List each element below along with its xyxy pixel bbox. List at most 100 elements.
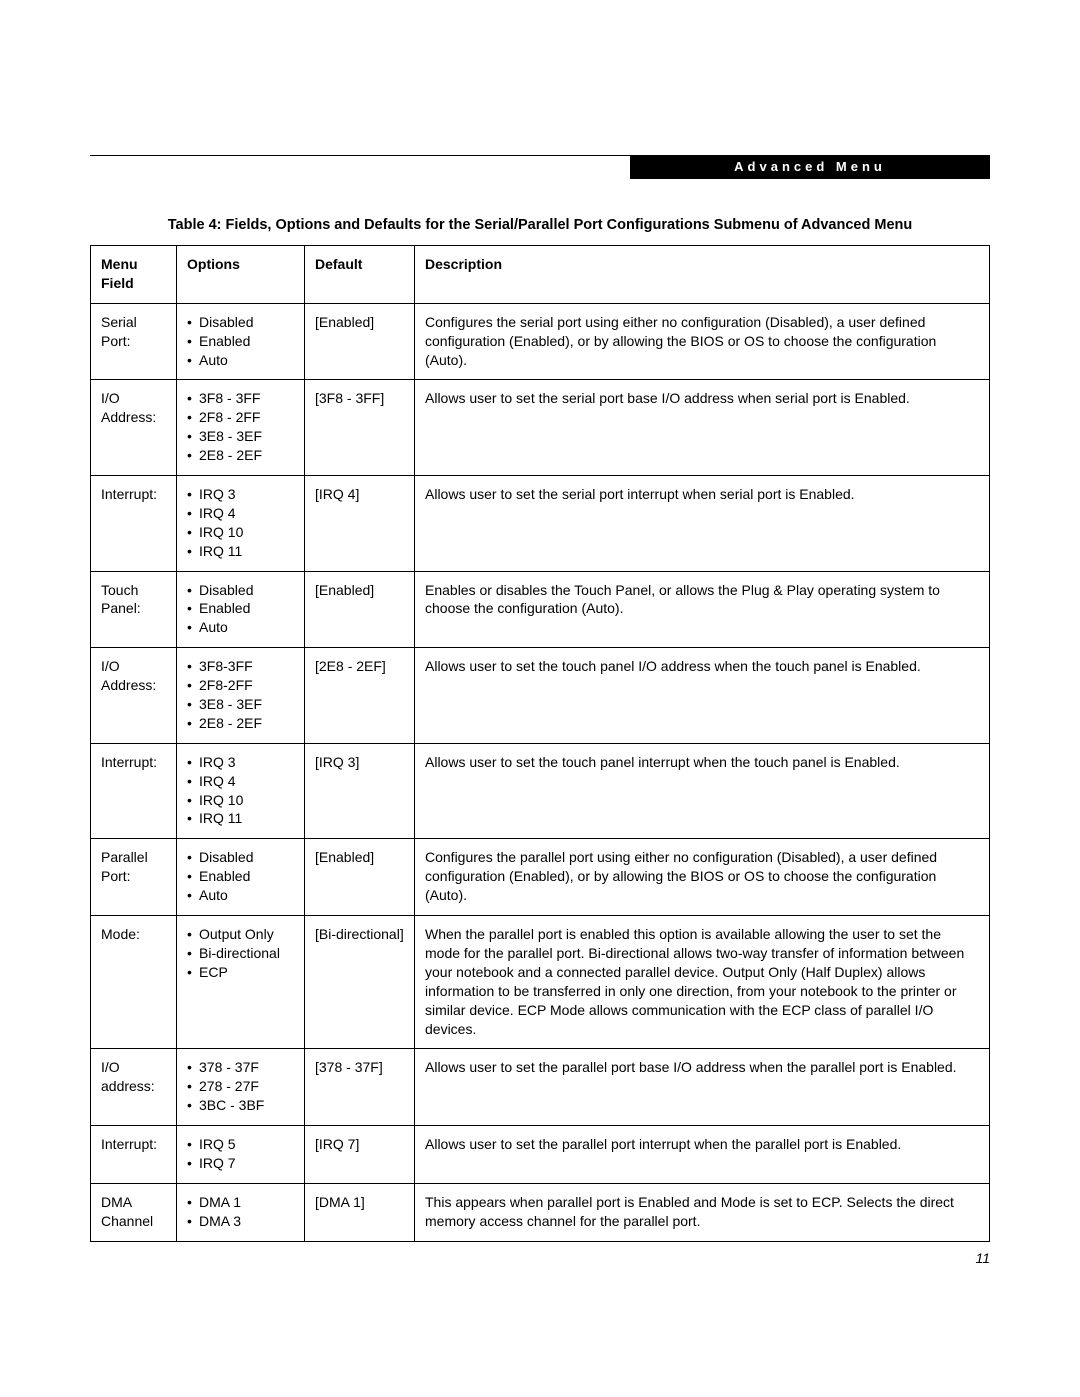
options-list: IRQ 3IRQ 4IRQ 10IRQ 11 <box>187 485 294 561</box>
option-item: IRQ 3 <box>187 753 294 772</box>
table-row: Touch Panel:DisabledEnabledAuto[Enabled]… <box>91 571 990 648</box>
cell-options: 3F8-3FF2F8-2FF3E8 - 3EF2E8 - 2EF <box>177 648 305 744</box>
option-item: Enabled <box>187 599 294 618</box>
option-item: DMA 3 <box>187 1212 294 1231</box>
col-options: Options <box>177 246 305 304</box>
option-item: 3E8 - 3EF <box>187 427 294 446</box>
option-item: 3F8-3FF <box>187 657 294 676</box>
options-list: 378 - 37F278 - 27F3BC - 3BF <box>187 1058 294 1115</box>
option-item: IRQ 10 <box>187 791 294 810</box>
table-row: Mode:Output OnlyBi-directionalECP[Bi-dir… <box>91 916 990 1049</box>
option-item: Disabled <box>187 581 294 600</box>
options-list: IRQ 5IRQ 7 <box>187 1135 294 1173</box>
options-list: DMA 1DMA 3 <box>187 1193 294 1231</box>
cell-menu-field: Interrupt: <box>91 476 177 572</box>
option-item: Bi-directional <box>187 944 294 963</box>
cell-options: DisabledEnabledAuto <box>177 303 305 380</box>
option-item: 3E8 - 3EF <box>187 695 294 714</box>
cell-options: DisabledEnabledAuto <box>177 839 305 916</box>
option-item: Enabled <box>187 332 294 351</box>
options-list: Output OnlyBi-directionalECP <box>187 925 294 982</box>
cell-description: When the parallel port is enabled this o… <box>415 916 990 1049</box>
option-item: 278 - 27F <box>187 1077 294 1096</box>
cell-description: Allows user to set the parallel port int… <box>415 1126 990 1184</box>
cell-default: [Enabled] <box>305 839 415 916</box>
options-list: 3F8-3FF2F8-2FF3E8 - 3EF2E8 - 2EF <box>187 657 294 733</box>
table-row: Interrupt:IRQ 5IRQ 7[IRQ 7]Allows user t… <box>91 1126 990 1184</box>
cell-description: Configures the parallel port using eithe… <box>415 839 990 916</box>
cell-menu-field: I/O address: <box>91 1049 177 1126</box>
table-row: I/O Address:3F8-3FF2F8-2FF3E8 - 3EF2E8 -… <box>91 648 990 744</box>
cell-menu-field: I/O Address: <box>91 380 177 476</box>
table-row: I/O Address:3F8 - 3FF2F8 - 2FF3E8 - 3EF2… <box>91 380 990 476</box>
option-item: 2F8-2FF <box>187 676 294 695</box>
cell-options: 378 - 37F278 - 27F3BC - 3BF <box>177 1049 305 1126</box>
table-row: Parallel Port:DisabledEnabledAuto[Enable… <box>91 839 990 916</box>
option-item: IRQ 4 <box>187 772 294 791</box>
table-row: Interrupt:IRQ 3IRQ 4IRQ 10IRQ 11[IRQ 3]A… <box>91 743 990 839</box>
option-item: Auto <box>187 618 294 637</box>
options-list: IRQ 3IRQ 4IRQ 10IRQ 11 <box>187 753 294 829</box>
page-number: 11 <box>90 1250 990 1266</box>
table-row: DMA Channel DMA 1DMA 3 [DMA 1]This appears… <box>91 1183 990 1241</box>
section-banner: Advanced Menu <box>630 155 990 179</box>
cell-default: [Enabled] <box>305 571 415 648</box>
options-list: DisabledEnabledAuto <box>187 581 294 638</box>
cell-default: [3F8 - 3FF] <box>305 380 415 476</box>
option-item: Disabled <box>187 313 294 332</box>
option-item: IRQ 5 <box>187 1135 294 1154</box>
config-table: Menu Field Options Default Description S… <box>90 245 990 1242</box>
cell-default: [Bi-directional] <box>305 916 415 1049</box>
cell-description: Enables or disables the Touch Panel, or … <box>415 571 990 648</box>
cell-default: [IRQ 4] <box>305 476 415 572</box>
option-item: IRQ 3 <box>187 485 294 504</box>
option-item: IRQ 11 <box>187 542 294 561</box>
cell-menu-field: Interrupt: <box>91 743 177 839</box>
option-item: Auto <box>187 351 294 370</box>
table-row: I/O address:378 - 37F278 - 27F3BC - 3BF[… <box>91 1049 990 1126</box>
cell-description: Allows user to set the parallel port bas… <box>415 1049 990 1126</box>
cell-menu-field: Serial Port: <box>91 303 177 380</box>
option-item: IRQ 4 <box>187 504 294 523</box>
cell-options: DisabledEnabledAuto <box>177 571 305 648</box>
col-description: Description <box>415 246 990 304</box>
cell-description: This appears when parallel port is Enabl… <box>415 1183 990 1241</box>
cell-default: [IRQ 3] <box>305 743 415 839</box>
option-item: IRQ 10 <box>187 523 294 542</box>
cell-options: DMA 1DMA 3 <box>177 1183 305 1241</box>
option-item: Disabled <box>187 848 294 867</box>
cell-default: [DMA 1] <box>305 1183 415 1241</box>
table-row: Interrupt:IRQ 3IRQ 4IRQ 10IRQ 11[IRQ 4]A… <box>91 476 990 572</box>
cell-options: 3F8 - 3FF2F8 - 2FF3E8 - 3EF2E8 - 2EF <box>177 380 305 476</box>
options-list: 3F8 - 3FF2F8 - 2FF3E8 - 3EF2E8 - 2EF <box>187 389 294 465</box>
col-menu-field: Menu Field <box>91 246 177 304</box>
options-list: DisabledEnabledAuto <box>187 848 294 905</box>
cell-options: IRQ 3IRQ 4IRQ 10IRQ 11 <box>177 743 305 839</box>
cell-description: Allows user to set the touch panel inter… <box>415 743 990 839</box>
cell-menu-field: I/O Address: <box>91 648 177 744</box>
option-item: 378 - 37F <box>187 1058 294 1077</box>
cell-description: Allows user to set the touch panel I/O a… <box>415 648 990 744</box>
cell-default: [378 - 37F] <box>305 1049 415 1126</box>
col-default: Default <box>305 246 415 304</box>
cell-description: Configures the serial port using either … <box>415 303 990 380</box>
cell-menu-field: Touch Panel: <box>91 571 177 648</box>
cell-menu-field: DMA Channel <box>91 1183 177 1241</box>
cell-options: IRQ 5IRQ 7 <box>177 1126 305 1184</box>
cell-description: Allows user to set the serial port inter… <box>415 476 990 572</box>
option-item: ECP <box>187 963 294 982</box>
table-header-row: Menu Field Options Default Description <box>91 246 990 304</box>
option-item: Enabled <box>187 867 294 886</box>
option-item: IRQ 11 <box>187 809 294 828</box>
table-row: Serial Port:DisabledEnabledAuto[Enabled]… <box>91 303 990 380</box>
table-body: Serial Port:DisabledEnabledAuto[Enabled]… <box>91 303 990 1241</box>
table-caption: Table 4: Fields, Options and Defaults fo… <box>90 217 990 233</box>
document-page: Advanced Menu Table 4: Fields, Options a… <box>0 0 1080 1326</box>
options-list: DisabledEnabledAuto <box>187 313 294 370</box>
cell-default: [Enabled] <box>305 303 415 380</box>
cell-default: [IRQ 7] <box>305 1126 415 1184</box>
cell-options: IRQ 3IRQ 4IRQ 10IRQ 11 <box>177 476 305 572</box>
option-item: 2E8 - 2EF <box>187 446 294 465</box>
option-item: IRQ 7 <box>187 1154 294 1173</box>
banner-row: Advanced Menu <box>90 156 990 179</box>
